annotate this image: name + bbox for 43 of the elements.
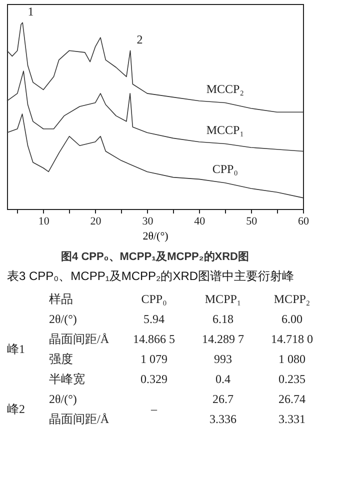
- text: 表3 CPP₀、MCPP₁及MCPP₂的XRD图谱中主要衍射峰: [7, 269, 294, 283]
- text: 样品: [49, 292, 73, 306]
- category-label: 晶面间距/Å: [49, 412, 109, 426]
- category-label: 峰2: [7, 402, 25, 416]
- series-label: MCCP₁: [206, 122, 244, 137]
- text: 0.235: [278, 372, 306, 386]
- category-label: 2θ/(°): [49, 392, 77, 406]
- text: 14.866 5: [133, 332, 175, 346]
- text: 993: [214, 352, 232, 366]
- category-label: 半峰宽: [49, 372, 85, 386]
- x-tick-label: 10: [38, 216, 50, 228]
- category-label: MCPP₁: [204, 292, 242, 306]
- annotation: 1: [28, 4, 34, 19]
- series-label: CPP₀: [212, 162, 238, 176]
- series-label: MCCP₂: [206, 82, 244, 96]
- category-label: 2θ/(°): [49, 312, 77, 326]
- x-tick-label: 60: [298, 216, 310, 228]
- annotation: 2: [136, 32, 143, 47]
- text: 14.718 0: [271, 332, 313, 346]
- text: 0.4: [216, 372, 230, 386]
- text: 图4 CPP₀、MCPP₁及MCPP₂的XRD图: [61, 250, 249, 263]
- text: 14.289 7: [202, 332, 244, 346]
- text: 1 080: [278, 352, 306, 366]
- text: 3.336: [210, 412, 236, 426]
- x-axis-title: 2θ/(°): [142, 230, 169, 242]
- category-label: 强度: [49, 352, 73, 366]
- category-label: 峰1: [7, 342, 25, 356]
- text: 6.00: [282, 312, 302, 326]
- text: –: [151, 402, 157, 416]
- x-tick-label: 40: [194, 216, 206, 228]
- category-label: CPP₀: [141, 292, 167, 306]
- text: 6.18: [212, 312, 234, 326]
- text: 26.7: [212, 392, 234, 406]
- x-tick-label: 50: [246, 216, 258, 228]
- text: 26.74: [278, 392, 306, 406]
- text: 1 079: [140, 352, 168, 366]
- x-tick-label: 30: [142, 216, 154, 228]
- text: 5.94: [144, 312, 164, 326]
- category-label: MCPP₂: [274, 292, 310, 306]
- text: 3.331: [278, 412, 306, 426]
- text: 0.329: [140, 372, 168, 386]
- x-tick-label: 20: [90, 216, 102, 228]
- category-label: 晶面间距/Å: [49, 332, 109, 346]
